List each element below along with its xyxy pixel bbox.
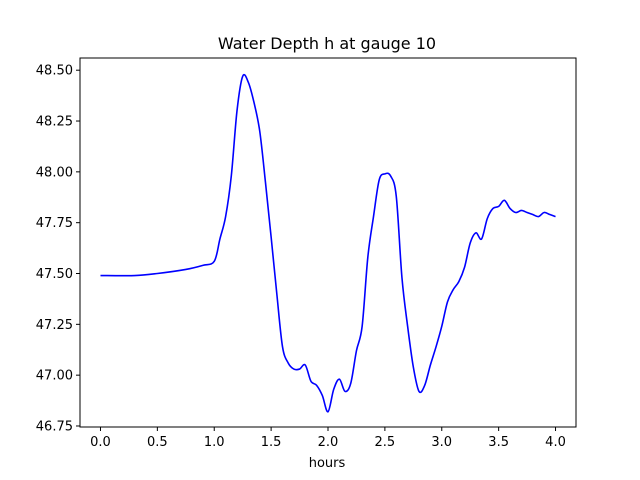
- data-point: [157, 273, 158, 274]
- data-point: [242, 76, 243, 77]
- y-tick-label: 48.25: [36, 115, 73, 130]
- data-point: [350, 383, 351, 384]
- data-point: [544, 212, 545, 213]
- y-tick-label: 47.00: [36, 369, 73, 384]
- y-tick-label: 47.25: [36, 318, 73, 333]
- data-point: [367, 257, 368, 258]
- plot-area: [100, 73, 556, 413]
- x-tick-label: 2.5: [375, 435, 396, 450]
- data-point: [458, 281, 459, 282]
- data-point: [413, 366, 414, 367]
- data-point: [362, 326, 363, 327]
- data-point: [384, 173, 385, 174]
- data-point: [430, 364, 431, 365]
- data-point: [253, 102, 254, 103]
- data-point: [521, 210, 522, 211]
- data-point: [396, 196, 397, 197]
- data-point: [470, 242, 471, 243]
- data-point: [293, 368, 294, 369]
- data-point: [339, 379, 340, 380]
- data-point: [390, 175, 391, 176]
- data-point: [487, 218, 488, 219]
- data-point: [185, 269, 186, 270]
- data-point: [259, 131, 260, 132]
- data-point: [265, 181, 266, 182]
- data-point: [310, 381, 311, 382]
- data-point: [555, 216, 556, 217]
- data-point: [214, 261, 215, 262]
- y-tick-label: 46.75: [36, 419, 73, 434]
- y-tick-label: 48.50: [36, 64, 73, 79]
- data-point: [504, 200, 505, 201]
- data-point: [498, 206, 499, 207]
- x-tick-label: 1.5: [261, 435, 282, 450]
- data-point: [276, 293, 277, 294]
- y-tick-label: 47.50: [36, 267, 73, 282]
- data-point: [538, 216, 539, 217]
- data-point: [526, 212, 527, 213]
- data-point: [475, 232, 476, 233]
- data-point: [225, 216, 226, 217]
- x-tick-label: 0.5: [147, 435, 168, 450]
- data-point: [418, 391, 419, 392]
- data-point: [435, 346, 436, 347]
- data-point: [100, 275, 101, 276]
- data-point: [316, 385, 317, 386]
- data-point: [424, 385, 425, 386]
- data-point: [344, 391, 345, 392]
- data-point: [447, 301, 448, 302]
- data-point: [333, 389, 334, 390]
- x-axis-label: hours: [309, 456, 346, 471]
- data-point: [134, 275, 135, 276]
- data-point: [248, 82, 249, 83]
- data-point: [231, 175, 232, 176]
- data-point: [379, 179, 380, 180]
- y-tick-label: 47.75: [36, 216, 73, 231]
- data-point: [282, 346, 283, 347]
- data-point: [481, 238, 482, 239]
- data-point: [453, 289, 454, 290]
- x-tick-label: 4.0: [545, 435, 566, 450]
- x-tick-label: 2.0: [318, 435, 339, 450]
- data-point: [407, 326, 408, 327]
- data-point: [288, 362, 289, 363]
- x-tick-label: 3.5: [488, 435, 509, 450]
- x-tick-label: 3.0: [431, 435, 452, 450]
- series-line-0: [100, 73, 556, 413]
- data-point: [509, 208, 510, 209]
- data-point: [492, 208, 493, 209]
- x-axis: 0.0 0.5 1.0 1.5 2.0 2.5 3.0 3.5 4.0: [90, 427, 566, 450]
- data-point: [271, 236, 272, 237]
- x-tick-label: 1.0: [204, 435, 225, 450]
- data-point: [327, 411, 328, 412]
- data-point: [515, 212, 516, 213]
- data-point: [464, 267, 465, 268]
- data-point: [305, 364, 306, 365]
- y-axis: 46.75 47.00 47.25 47.50 47.75 48.00 48.25 48.50: [36, 64, 80, 434]
- data-point: [322, 395, 323, 396]
- data-point: [401, 277, 402, 278]
- data-point: [299, 368, 300, 369]
- data-point: [549, 214, 550, 215]
- chart-title: Water Depth h at gauge 10: [218, 34, 436, 53]
- data-point: [219, 238, 220, 239]
- data-point: [441, 326, 442, 327]
- x-tick-label: 0.0: [90, 435, 111, 450]
- y-tick-label: 48.00: [36, 165, 73, 180]
- data-point: [202, 265, 203, 266]
- data-point: [532, 214, 533, 215]
- data-point: [236, 110, 237, 111]
- data-point: [356, 350, 357, 351]
- data-point: [373, 216, 374, 217]
